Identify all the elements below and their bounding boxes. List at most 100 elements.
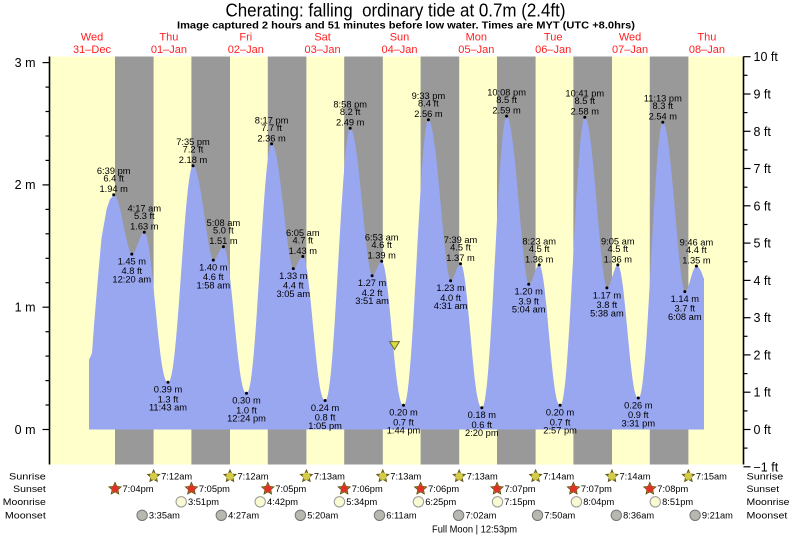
- svg-text:3:05 am: 3:05 am: [277, 289, 311, 299]
- svg-text:2.56 m: 2.56 m: [414, 109, 443, 119]
- svg-text:4:27am: 4:27am: [228, 511, 259, 521]
- svg-text:7:06pm: 7:06pm: [352, 484, 383, 494]
- svg-text:Image captured 2 hours and 51: Image captured 2 hours and 51 minutes be…: [177, 20, 635, 32]
- svg-text:7.7 ft: 7.7 ft: [261, 123, 282, 133]
- svg-text:8.5 ft: 8.5 ft: [574, 96, 595, 106]
- svg-text:4.5 ft: 4.5 ft: [529, 244, 550, 254]
- svg-text:7:14am: 7:14am: [543, 472, 574, 482]
- svg-text:8:36am: 8:36am: [623, 511, 654, 521]
- svg-text:Sat: Sat: [314, 32, 331, 44]
- svg-text:1.94 m: 1.94 m: [99, 184, 128, 194]
- svg-text:2.58 m: 2.58 m: [571, 107, 600, 117]
- svg-text:Thu: Thu: [159, 32, 178, 44]
- svg-text:Full Moon | 12:53pm: Full Moon | 12:53pm: [432, 525, 517, 536]
- svg-text:5.3 ft: 5.3 ft: [134, 211, 155, 221]
- svg-text:8.4 ft: 8.4 ft: [418, 99, 439, 109]
- svg-text:7:14am: 7:14am: [620, 472, 651, 482]
- svg-text:31–Dec: 31–Dec: [73, 44, 111, 56]
- svg-text:4:17 am: 4:17 am: [128, 204, 162, 214]
- svg-text:7:07pm: 7:07pm: [505, 484, 536, 494]
- svg-text:0.7 ft: 0.7 ft: [550, 417, 571, 427]
- svg-text:Tue: Tue: [544, 32, 563, 44]
- svg-text:2.49 m: 2.49 m: [336, 118, 365, 128]
- svg-text:3.9 ft: 3.9 ft: [518, 296, 539, 306]
- svg-text:1.14 m: 1.14 m: [671, 294, 700, 304]
- svg-text:1.43 m: 1.43 m: [289, 246, 318, 256]
- svg-text:9 ft: 9 ft: [754, 88, 772, 102]
- svg-text:11:43 am: 11:43 am: [149, 403, 187, 413]
- svg-text:6:05 am: 6:05 am: [286, 228, 320, 238]
- svg-text:4.5 ft: 4.5 ft: [607, 244, 628, 254]
- svg-text:1.36 m: 1.36 m: [525, 254, 554, 264]
- svg-text:4.6 ft: 4.6 ft: [203, 272, 224, 282]
- svg-text:10 ft: 10 ft: [754, 50, 779, 64]
- svg-text:Sunset: Sunset: [747, 484, 780, 495]
- svg-text:1 ft: 1 ft: [754, 386, 772, 400]
- svg-text:1.0 ft: 1.0 ft: [236, 405, 257, 415]
- svg-text:1.3 ft: 1.3 ft: [158, 394, 179, 404]
- svg-text:9:21am: 9:21am: [702, 511, 733, 521]
- svg-text:3:51pm: 3:51pm: [188, 497, 219, 507]
- svg-text:1.33 m: 1.33 m: [279, 271, 308, 281]
- svg-text:0 ft: 0 ft: [754, 423, 772, 437]
- svg-text:3:31 pm: 3:31 pm: [622, 418, 656, 428]
- svg-text:2 ft: 2 ft: [754, 348, 772, 362]
- svg-text:4.5 ft: 4.5 ft: [450, 243, 471, 253]
- svg-text:8:58 pm: 8:58 pm: [333, 100, 367, 110]
- svg-text:6:25pm: 6:25pm: [425, 497, 456, 507]
- svg-text:Sunset: Sunset: [13, 484, 46, 495]
- svg-text:3:51 am: 3:51 am: [355, 296, 389, 306]
- svg-text:07–Jan: 07–Jan: [612, 44, 648, 56]
- svg-text:1.51 m: 1.51 m: [209, 236, 238, 246]
- svg-text:4.8 ft: 4.8 ft: [121, 266, 142, 276]
- svg-text:05–Jan: 05–Jan: [458, 44, 494, 56]
- svg-text:2.18 m: 2.18 m: [179, 155, 208, 165]
- svg-text:8.2 ft: 8.2 ft: [340, 107, 361, 117]
- svg-text:12:24 pm: 12:24 pm: [227, 414, 266, 424]
- svg-text:08–Jan: 08–Jan: [689, 44, 725, 56]
- svg-text:8:23 am: 8:23 am: [522, 236, 556, 246]
- svg-text:9:46 am: 9:46 am: [680, 238, 714, 248]
- svg-text:4:31 am: 4:31 am: [434, 301, 468, 311]
- svg-text:7.2 ft: 7.2 ft: [183, 145, 204, 155]
- svg-text:4.7 ft: 4.7 ft: [292, 235, 313, 245]
- svg-text:4.0 ft: 4.0 ft: [440, 293, 461, 303]
- svg-text:9:33 pm: 9:33 pm: [412, 91, 446, 101]
- svg-text:6:53 am: 6:53 am: [365, 233, 399, 243]
- svg-text:6:11am: 6:11am: [386, 511, 417, 521]
- svg-text:2.36 m: 2.36 m: [257, 133, 286, 143]
- svg-text:9:05 am: 9:05 am: [601, 236, 635, 246]
- svg-text:Moonset: Moonset: [747, 511, 788, 522]
- svg-text:12:20 am: 12:20 am: [112, 274, 151, 284]
- svg-text:Wed: Wed: [619, 32, 641, 44]
- svg-text:4.4 ft: 4.4 ft: [686, 245, 707, 255]
- svg-text:0.39 m: 0.39 m: [154, 385, 183, 395]
- svg-text:0.8 ft: 0.8 ft: [315, 413, 336, 423]
- svg-text:01–Jan: 01–Jan: [151, 44, 187, 56]
- svg-text:3:35am: 3:35am: [149, 511, 180, 521]
- svg-text:Fri: Fri: [239, 32, 252, 44]
- svg-text:0.30 m: 0.30 m: [232, 396, 261, 406]
- svg-text:Mon: Mon: [466, 32, 487, 44]
- svg-text:1.40 m: 1.40 m: [199, 263, 228, 273]
- svg-text:7:15am: 7:15am: [696, 472, 727, 482]
- svg-text:7:05pm: 7:05pm: [199, 484, 230, 494]
- svg-text:Moonset: Moonset: [5, 511, 46, 522]
- svg-text:02–Jan: 02–Jan: [228, 44, 264, 56]
- svg-text:2:20 pm: 2:20 pm: [465, 428, 499, 438]
- svg-text:4 ft: 4 ft: [754, 274, 772, 288]
- svg-text:0.18 m: 0.18 m: [468, 410, 497, 420]
- svg-text:4.4 ft: 4.4 ft: [283, 281, 304, 291]
- svg-text:7:12am: 7:12am: [161, 472, 192, 482]
- svg-text:2.54 m: 2.54 m: [649, 112, 678, 122]
- svg-text:6.4 ft: 6.4 ft: [103, 174, 124, 184]
- svg-text:1.45 m: 1.45 m: [118, 256, 147, 266]
- svg-text:6:08 am: 6:08 am: [668, 312, 702, 322]
- svg-text:8 ft: 8 ft: [754, 125, 772, 139]
- svg-text:3 m: 3 m: [15, 56, 36, 70]
- svg-text:8:04pm: 8:04pm: [583, 497, 614, 507]
- svg-text:7:50am: 7:50am: [544, 511, 575, 521]
- svg-text:1:05 pm: 1:05 pm: [308, 421, 342, 431]
- svg-text:0.20 m: 0.20 m: [546, 408, 575, 418]
- svg-text:0.24 m: 0.24 m: [311, 403, 340, 413]
